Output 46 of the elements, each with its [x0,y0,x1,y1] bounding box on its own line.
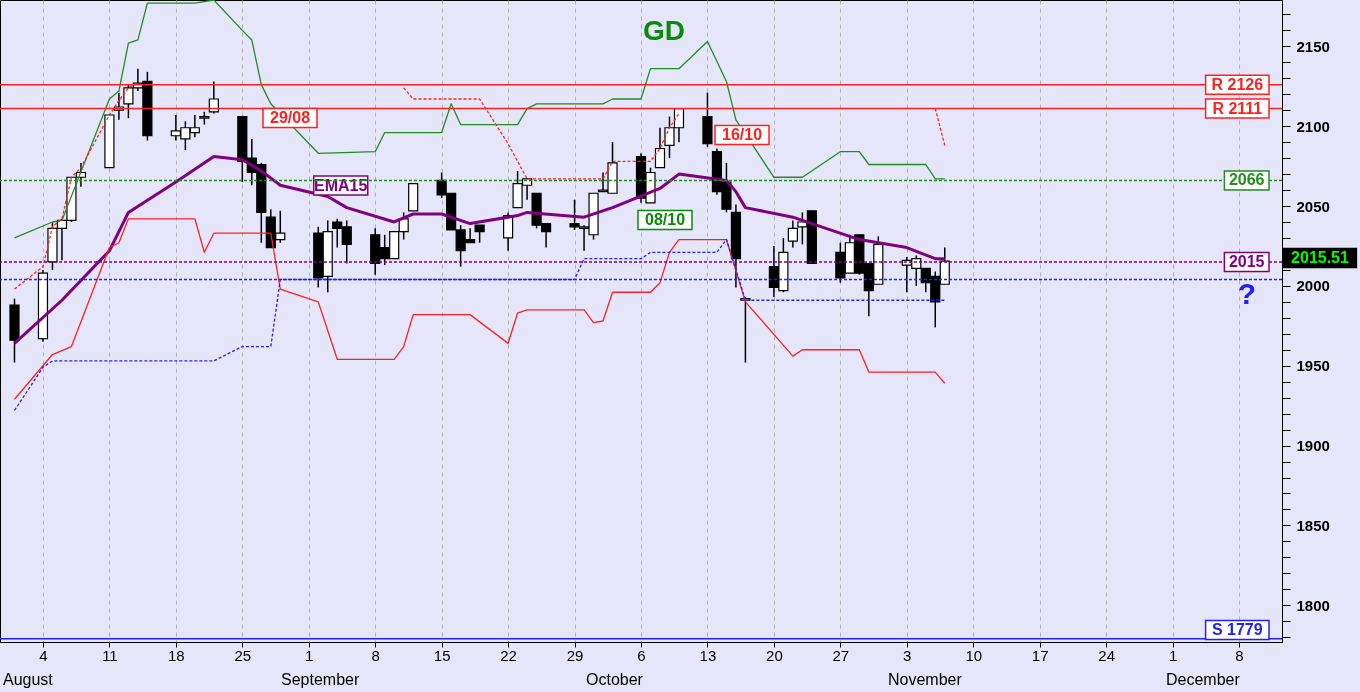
x-tick-label: 1 [1168,646,1178,664]
x-tick-label: 29 [566,646,584,664]
x-tick-label: 8 [371,646,380,664]
ref-line-label: 2066 [1228,171,1265,189]
ref-line-label: S 1779 [1211,621,1263,638]
x-tick-label: 22 [500,646,517,664]
candlestick [740,296,751,364]
x-tick-label: 4 [39,646,48,664]
x-tick-label: 10 [965,646,983,664]
ref-line-label: 2015 [1228,252,1265,270]
x-tick-label: 8 [1235,646,1244,664]
text: September [281,671,360,688]
y-tick-label: 1800 [1296,596,1330,614]
x-tick-label: 11 [102,646,118,664]
y-tick-label: 1900 [1296,437,1330,455]
x-tick-label: 27 [832,646,850,664]
y-tick-label: 2150 [1296,37,1330,55]
candlestick [654,127,666,169]
y-tick-label: 2050 [1296,197,1330,215]
x-tick-label: 25 [234,646,252,664]
y-tick-label: 1850 [1296,516,1330,534]
ref-line-label: ? [1237,277,1257,311]
x-tick-label: 24 [1098,646,1115,664]
text: 2015.51 [1291,249,1350,266]
y-tick-label: 2100 [1296,117,1330,135]
x-tick-label: 15 [433,646,451,664]
text: December [1166,671,1241,688]
ref-line-label: R 2126 [1211,75,1264,93]
x-tick-label: 18 [168,646,185,664]
y-tick-label: 1950 [1296,357,1330,375]
text: November [888,671,963,688]
x-tick-label: 20 [766,646,783,664]
text: August [3,671,54,688]
candlestick [208,80,219,115]
x-tick-label: 17 [1031,646,1049,664]
y-tick-label: 2000 [1296,277,1330,295]
annotation: 08/10 [644,211,686,228]
x-tick-label: 6 [637,646,646,664]
annotation: 29/08 [269,109,311,126]
x-tick-label: 3 [903,646,912,664]
text: October [586,671,644,688]
annotation: 16/10 [721,126,763,143]
annotation: GD [643,15,685,46]
ref-line-label: R 2111 [1212,99,1263,117]
x-tick-label: 13 [699,646,717,664]
x-tick-label: 1 [305,646,314,664]
